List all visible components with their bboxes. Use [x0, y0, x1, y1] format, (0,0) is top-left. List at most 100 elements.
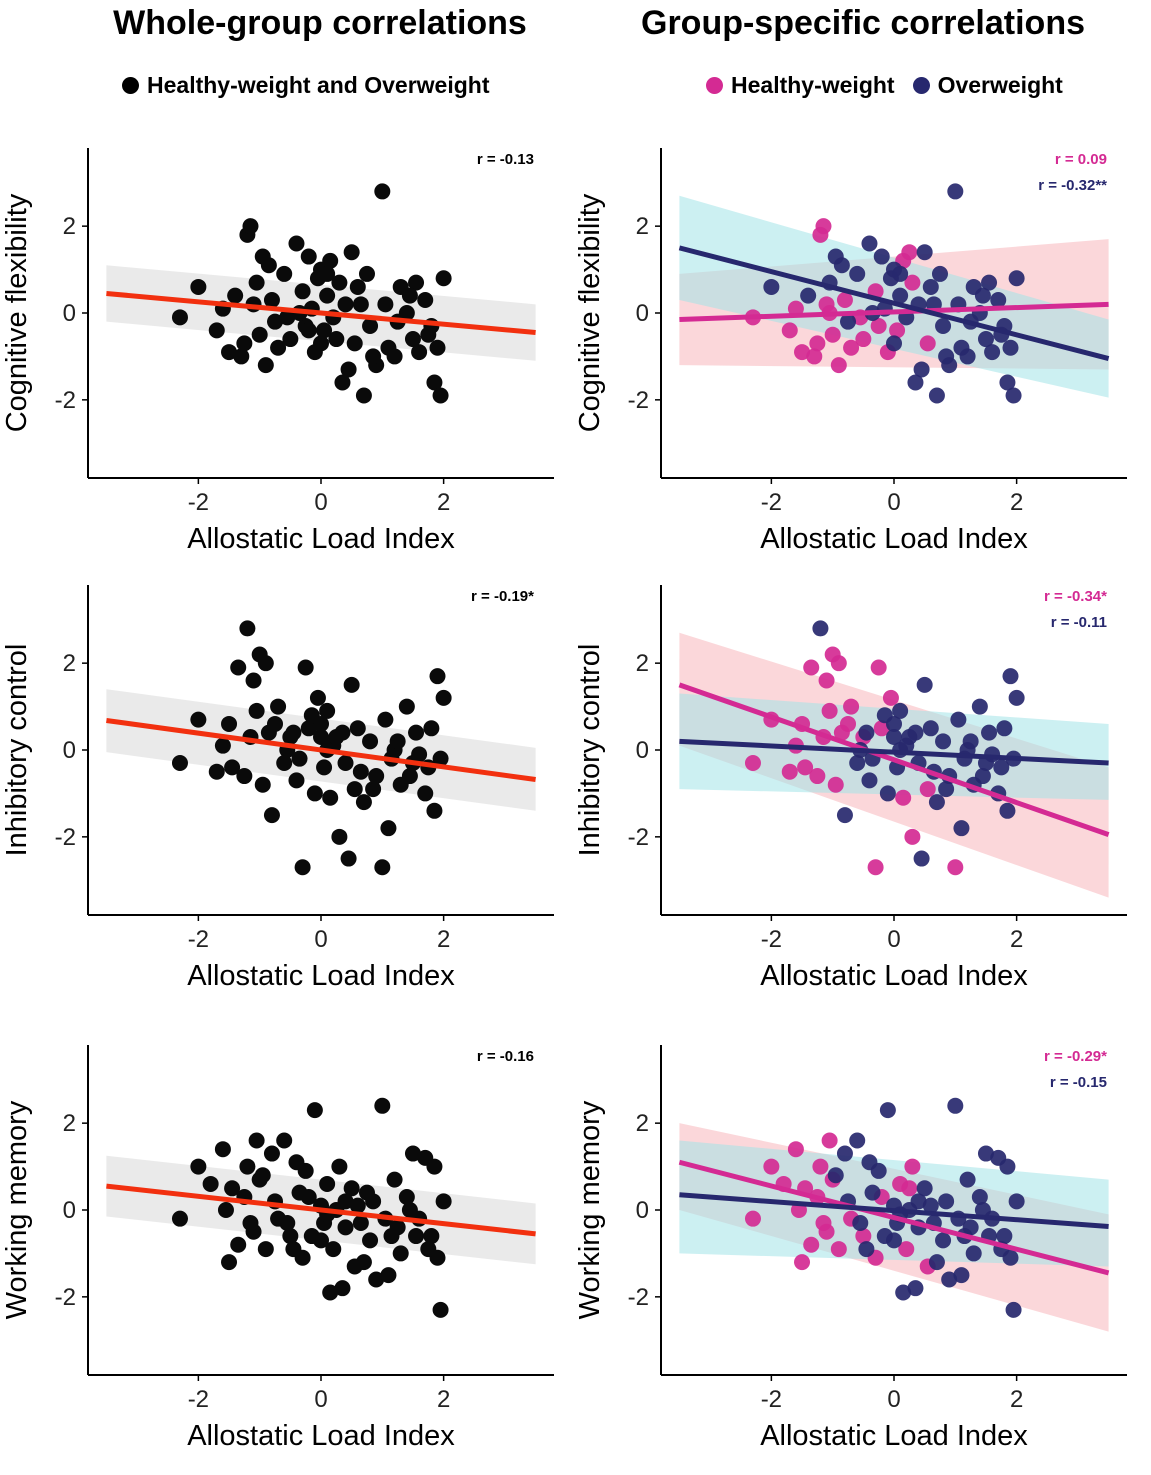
- data-point: [239, 620, 256, 637]
- data-point: [343, 244, 360, 261]
- data-point: [904, 828, 921, 845]
- data-point: [815, 1215, 832, 1232]
- data-point: [977, 1145, 994, 1162]
- scatter-panel-whole-2: -2 0 2 -2 0 2 Allostatic Load Index Working mem…: [1, 1045, 554, 1452]
- data-point: [279, 309, 296, 326]
- data-point: [423, 720, 440, 737]
- data-point: [996, 1228, 1013, 1245]
- data-point: [362, 318, 379, 335]
- data-point: [349, 1197, 366, 1214]
- data-point: [1005, 1301, 1022, 1318]
- data-point: [861, 235, 878, 252]
- data-point: [309, 689, 326, 706]
- y-tick-label: 0: [63, 737, 76, 764]
- data-point: [803, 659, 820, 676]
- data-point: [313, 1232, 329, 1249]
- data-point: [392, 1245, 409, 1262]
- data-point: [904, 1158, 921, 1175]
- data-point: [870, 1162, 887, 1179]
- data-point: [297, 1162, 314, 1179]
- data-point: [358, 265, 375, 282]
- data-point: [938, 1193, 955, 1210]
- y-tick-label: -2: [628, 1284, 649, 1311]
- legend-label-overweight: Overweight: [937, 72, 1063, 98]
- data-point: [901, 1180, 918, 1197]
- legend-label-healthy: Healthy-weight: [731, 72, 895, 98]
- y-tick-label: -2: [55, 1284, 76, 1311]
- data-point: [374, 1097, 391, 1114]
- data-point: [334, 374, 351, 391]
- x-tick-label: 0: [887, 1386, 900, 1413]
- scatter-panel-groups-2: -2 0 2 -2 0 2 Allostatic Load Index Working mem…: [574, 1045, 1127, 1452]
- data-point: [836, 807, 853, 824]
- data-point: [879, 785, 896, 802]
- data-point: [781, 763, 798, 780]
- y-tick-label: -2: [55, 824, 76, 851]
- data-point: [840, 313, 857, 330]
- data-point: [306, 785, 323, 802]
- regression-line-1: [678, 245, 1110, 362]
- x-tick-label: 2: [437, 489, 450, 516]
- data-point: [263, 1145, 280, 1162]
- data-point: [276, 1132, 293, 1149]
- data-point: [744, 755, 761, 772]
- data-point: [809, 768, 826, 785]
- data-point: [974, 287, 991, 304]
- data-point: [352, 296, 369, 313]
- scatter-panel-groups-1: -2 0 2 -2 0 2 Allostatic Load Index Inhibitory …: [574, 585, 1127, 992]
- data-point: [248, 702, 265, 719]
- data-point: [340, 850, 357, 867]
- data-point: [377, 711, 394, 728]
- data-point: [285, 724, 302, 741]
- data-point: [916, 1180, 933, 1197]
- legend-label-all: Healthy-weight and Overweight: [147, 72, 490, 98]
- data-point: [996, 720, 1013, 737]
- data-point: [910, 1193, 927, 1210]
- correlation-label: r = -0.29*: [1044, 1048, 1107, 1065]
- x-axis-label: Allostatic Load Index: [760, 1420, 1028, 1452]
- data-point: [214, 1141, 231, 1158]
- data-point: [432, 387, 449, 404]
- data-point: [325, 1241, 342, 1258]
- data-point: [821, 702, 838, 719]
- data-point: [420, 326, 437, 343]
- data-point: [349, 720, 366, 737]
- data-point: [1008, 689, 1025, 706]
- data-point: [913, 361, 930, 378]
- correlation-label: r = -0.32**: [1038, 177, 1107, 194]
- data-point: [319, 702, 336, 719]
- x-tick-label: -2: [761, 489, 782, 516]
- x-axis-label: Allostatic Load Index: [187, 960, 455, 992]
- x-tick-label: 2: [437, 926, 450, 953]
- data-point: [993, 759, 1010, 776]
- data-point: [990, 291, 1007, 308]
- data-point: [873, 720, 890, 737]
- data-point: [217, 1202, 234, 1218]
- data-point: [401, 287, 418, 304]
- data-point: [858, 724, 875, 741]
- data-point: [938, 781, 955, 798]
- data-point: [855, 331, 872, 348]
- data-point: [322, 1284, 339, 1301]
- data-point: [935, 1232, 952, 1249]
- y-axis-label: Cognitive flexibility: [574, 193, 606, 432]
- regression-line-1: [679, 1192, 1109, 1229]
- data-point: [965, 1245, 982, 1262]
- data-point: [319, 1175, 336, 1192]
- data-point: [380, 820, 397, 837]
- data-point: [981, 724, 998, 741]
- data-point: [374, 859, 391, 876]
- data-point: [257, 655, 274, 672]
- data-point: [797, 759, 814, 776]
- scatter-panel-whole-1: -2 0 2 -2 0 2 Allostatic Load Index Inhibitory …: [1, 585, 554, 992]
- data-point: [916, 676, 933, 693]
- regression-line-0: [679, 301, 1109, 323]
- data-point: [959, 348, 976, 365]
- y-tick-label: 2: [63, 213, 76, 240]
- data-point: [346, 335, 363, 352]
- x-tick-label: -2: [761, 1386, 782, 1413]
- y-axis-label: Working memory: [1, 1100, 33, 1319]
- data-point: [377, 296, 394, 313]
- data-point: [380, 1267, 397, 1284]
- x-axis-label: Allostatic Load Index: [187, 523, 455, 555]
